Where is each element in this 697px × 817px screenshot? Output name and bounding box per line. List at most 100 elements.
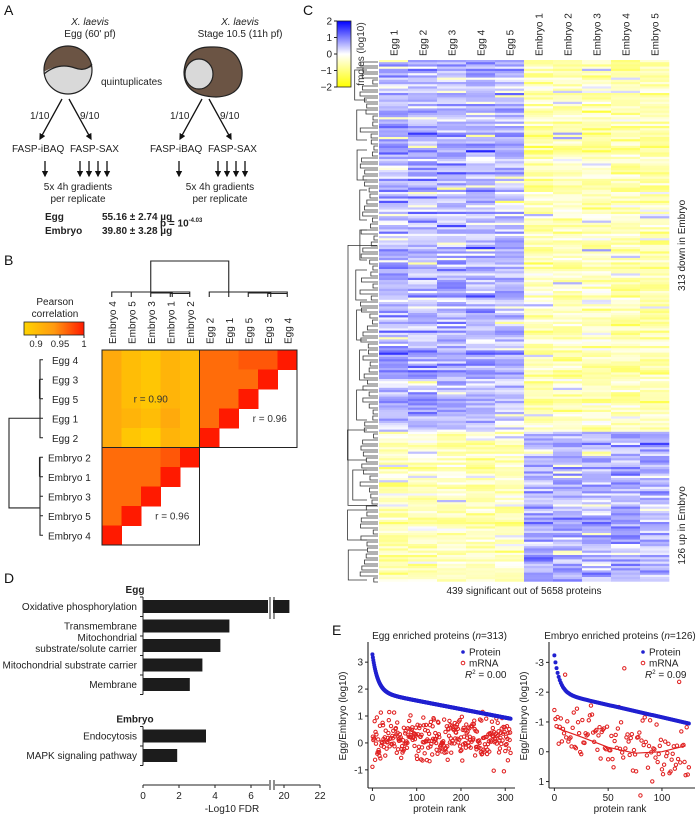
heatmap-cell [582,394,612,397]
heatmap-cell [553,570,583,573]
heatmap-cell [524,143,554,147]
heatmap-cell [466,473,496,477]
heatmap-cell [408,500,438,503]
heatmap-cell [640,447,670,450]
heatmap-cell [379,130,409,133]
heatmap-cell [466,145,496,149]
x-tick-label: 6 [248,791,254,802]
heatmap-cell [437,427,467,430]
heatmap-cell [437,350,467,353]
heatmap-cell [524,541,554,545]
heatmap-cell [524,330,554,334]
heatmap-cell [611,482,641,485]
heatmap-cell [437,222,467,226]
heatmap-cell [437,271,467,274]
heatmap-cell [553,123,583,127]
mrna-point [660,772,666,777]
mrna-point [395,747,401,752]
heatmap-cell [524,383,554,386]
heatmap-cell [640,302,670,305]
heatmap-cell [640,418,670,422]
heatmap-cell [495,161,525,164]
method-sax-right: FASP-SAX [208,144,257,155]
heatmap-cell [611,253,641,257]
heatmap-cell [553,401,583,404]
mrna-point [659,767,665,772]
corr-cell [102,428,122,448]
heatmap-cell [524,412,554,415]
bar [143,658,203,672]
heatmap-cell [379,491,409,494]
heatmap-cell [495,97,525,100]
left-stage: Egg (60' pf) [64,29,116,40]
mrna-point [459,747,464,753]
mrna-point [431,717,437,722]
heatmap-cell [524,387,554,391]
heatmap-cell [379,480,409,483]
heatmap-cell [437,484,467,488]
heatmap-cell [640,132,670,136]
panel-label-e: E [332,622,342,638]
heatmap-cell [466,500,496,503]
heatmap-cell [553,174,583,177]
heatmap-cell [408,491,438,494]
heatmap-cell [553,286,583,290]
heatmap-cell [495,295,525,298]
heatmap-cell [466,363,496,367]
heatmap-cell [611,504,641,507]
heatmap-cell [408,174,438,177]
heatmap-cell [408,185,438,188]
heatmap-cell [437,381,467,384]
column-label: Embryo 2 [186,301,197,344]
heatmap-cell [495,150,525,153]
heatmap-cell [553,374,583,378]
heatmap-cell [379,148,409,151]
heatmap-cell [611,112,641,116]
heatmap-cell [640,308,670,312]
heatmap-cell [611,480,641,483]
mrna-point [489,719,495,724]
heatmap-cell [379,379,409,382]
heatmap-cell [553,418,583,422]
heatmap-cell [495,480,525,483]
heatmap-cell [640,218,670,221]
heatmap-cell [553,335,583,338]
heatmap-cell [611,192,641,195]
heatmap-cell [495,216,525,219]
heatmap-cell [611,104,641,107]
heatmap-cell [437,288,467,292]
heatmap-cell [553,121,583,125]
heatmap-cell [582,541,612,545]
heatmap-cell [466,383,496,386]
heatmap-cell [466,130,496,133]
heatmap-cell [553,493,583,496]
heatmap-cell [408,550,438,554]
heatmap-cell [466,117,496,120]
mrna-point [619,750,625,755]
heatmap-cell [437,75,467,78]
heatmap-cell [582,548,612,551]
heatmap-cell [379,513,409,516]
heatmap-cell [495,326,525,329]
heatmap-cell [408,88,438,92]
y-axis-label: Egg/Embryo (log10) [338,672,349,761]
heatmap-cell [379,442,409,446]
heatmap-cell [495,156,525,160]
heatmap-cell [582,491,612,494]
heatmap-cell [437,361,467,364]
heatmap-cell [611,71,641,74]
panel-label-a: A [4,2,14,18]
heatmap-cell [524,405,554,408]
heatmap-cell [408,420,438,424]
heatmap-cell [495,528,525,532]
heatmap-cell [379,156,409,160]
heatmap-cell [437,482,467,485]
heatmap-cell [466,368,496,371]
heatmap-cell [582,308,612,312]
heatmap-cell [553,515,583,518]
dendro-branch [356,149,367,181]
heatmap-cell [466,429,496,433]
heatmap-cell [408,447,438,450]
heatmap-cell [524,359,554,362]
heatmap-cell [611,187,641,191]
